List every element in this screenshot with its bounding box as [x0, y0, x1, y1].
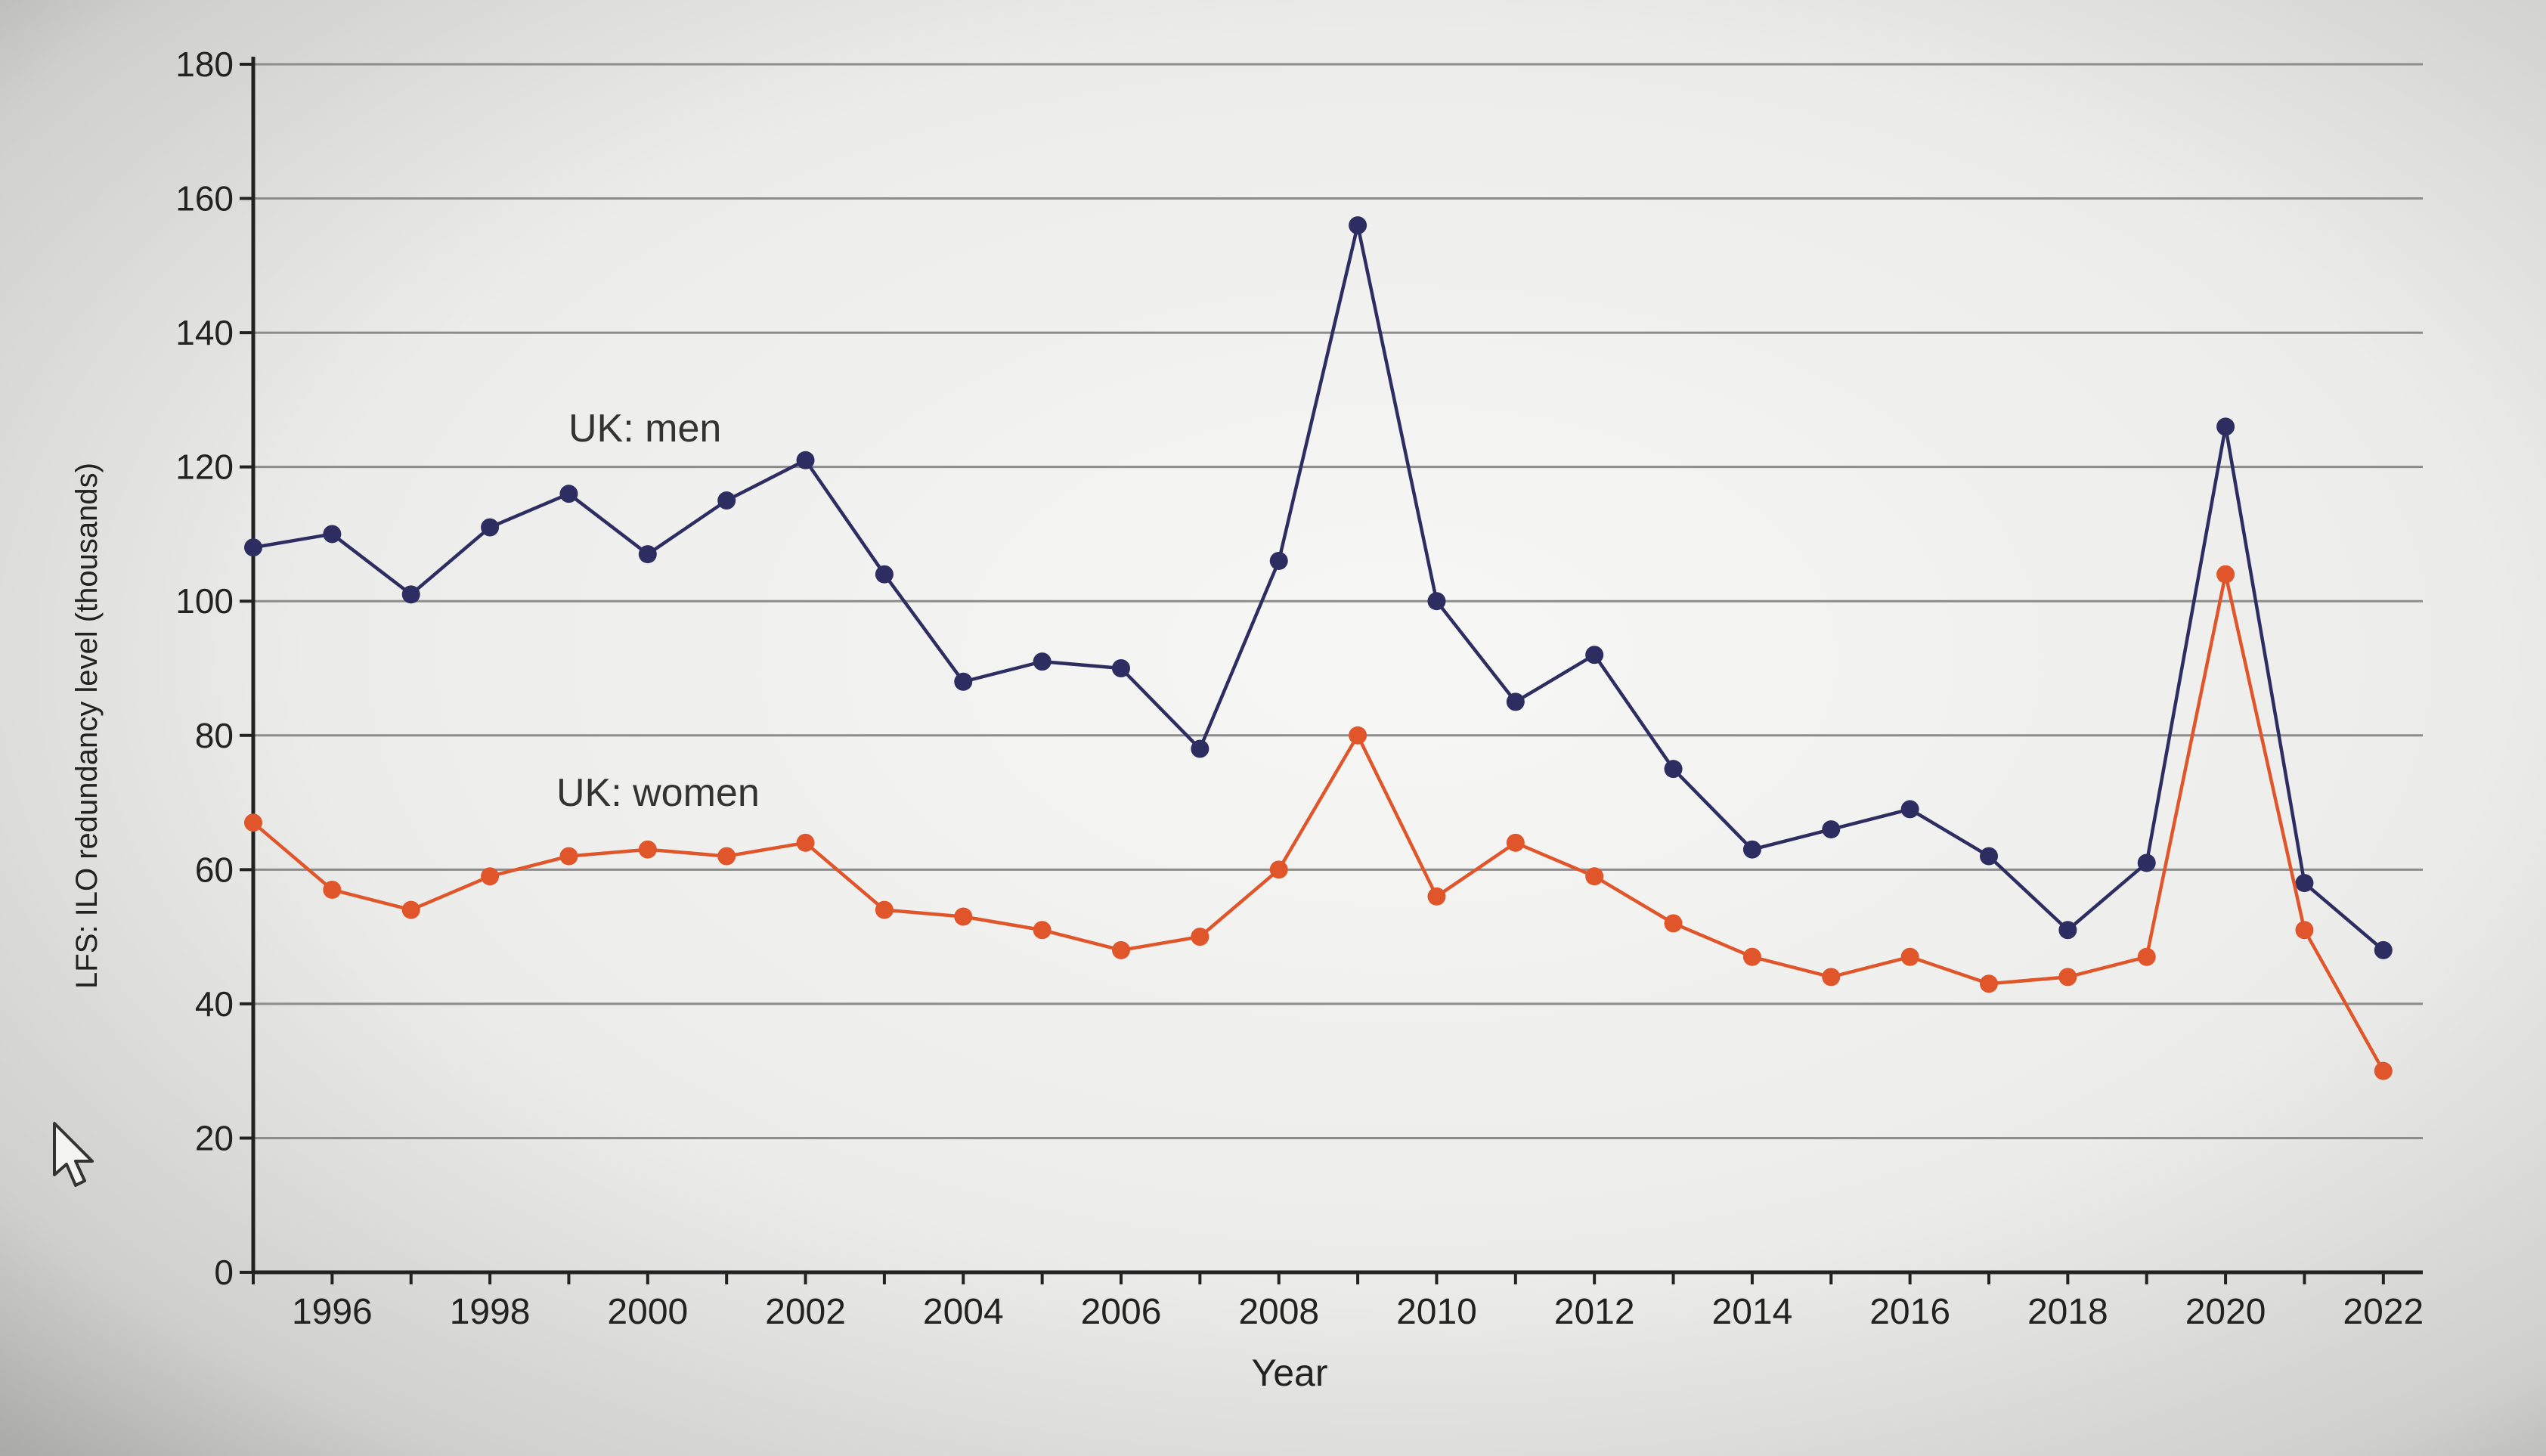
data-point-uk-women-2018 — [2058, 968, 2077, 987]
data-point-uk-women-2015 — [1822, 968, 1841, 987]
data-point-uk-women-2008 — [1269, 860, 1288, 879]
data-point-uk-women-1997 — [401, 900, 420, 919]
data-point-uk-women-1996 — [323, 880, 342, 899]
data-point-uk-women-2007 — [1191, 928, 1210, 946]
data-point-uk-men-2006 — [1112, 659, 1130, 677]
axes — [251, 57, 2423, 1275]
data-point-uk-women-2004 — [954, 907, 973, 926]
data-point-uk-men-1997 — [401, 585, 420, 604]
data-point-uk-women-1999 — [559, 847, 578, 866]
data-point-uk-men-2013 — [1664, 760, 1683, 779]
x-tick-label-1996: 1996 — [292, 1292, 373, 1332]
gridlines — [253, 63, 2423, 1139]
y-tick-label-0: 0 — [214, 1253, 234, 1292]
data-point-uk-men-1998 — [481, 518, 500, 537]
series-line-uk-women — [252, 572, 2385, 1072]
data-point-uk-men-2018 — [2058, 921, 2077, 940]
data-point-uk-men-2002 — [796, 451, 815, 469]
y-axis-ticks: 0 20 40 60 80 100 120 140 160 180 — [175, 45, 253, 1292]
data-point-uk-women-2002 — [796, 833, 815, 852]
series-group — [244, 216, 2393, 1080]
data-point-uk-women-2006 — [1112, 940, 1130, 959]
data-point-uk-women-2003 — [875, 900, 894, 919]
data-point-uk-women-2012 — [1585, 867, 1604, 886]
data-point-uk-men-1999 — [559, 485, 578, 503]
data-point-uk-women-2016 — [1900, 947, 1919, 966]
data-point-uk-men-2000 — [638, 545, 657, 564]
y-tick-label-100: 100 — [175, 581, 234, 621]
data-point-uk-women-2001 — [717, 847, 736, 866]
data-point-uk-men-2001 — [717, 491, 736, 510]
data-point-uk-men-2019 — [2137, 853, 2156, 872]
x-tick-label-2010: 2010 — [1396, 1292, 1477, 1332]
y-tick-label-140: 140 — [175, 313, 234, 352]
mouse-cursor-icon — [53, 1122, 94, 1187]
data-point-uk-men-2022 — [2374, 940, 2393, 959]
data-point-uk-men-2011 — [1506, 692, 1525, 711]
x-tick-label-2008: 2008 — [1238, 1292, 1319, 1332]
series-label-women: UK: women — [556, 771, 760, 815]
y-tick-label-180: 180 — [175, 45, 234, 84]
data-point-uk-women-2009 — [1349, 726, 1367, 745]
data-point-uk-men-2020 — [2216, 417, 2235, 436]
x-tick-label-2012: 2012 — [1554, 1292, 1635, 1332]
data-point-uk-women-1998 — [481, 867, 500, 886]
y-tick-label-120: 120 — [175, 448, 234, 487]
data-point-uk-women-2020 — [2216, 565, 2235, 584]
data-point-uk-men-2008 — [1269, 551, 1288, 570]
data-point-uk-men-2015 — [1822, 820, 1841, 839]
data-point-uk-men-2016 — [1900, 800, 1919, 819]
data-point-uk-men-2021 — [2295, 874, 2314, 893]
data-point-uk-men-2005 — [1033, 652, 1052, 671]
data-point-uk-women-2005 — [1033, 921, 1052, 940]
data-point-uk-men-2014 — [1742, 840, 1761, 859]
data-point-uk-men-2007 — [1191, 739, 1210, 758]
x-tick-label-1998: 1998 — [450, 1292, 531, 1332]
x-axis-ticks: 1996 1998 2000 2002 2004 2006 2008 2010 2012 2014… — [252, 1272, 2424, 1332]
series-label-men: UK: men — [568, 407, 721, 451]
x-tick-label-2022: 2022 — [2343, 1292, 2424, 1332]
y-tick-label-160: 160 — [175, 179, 234, 218]
y-tick-label-60: 60 — [195, 850, 234, 889]
y-tick-label-80: 80 — [195, 716, 234, 755]
data-point-uk-men-2009 — [1349, 216, 1367, 235]
data-point-uk-women-2022 — [2374, 1061, 2393, 1080]
data-point-uk-men-2012 — [1585, 646, 1604, 664]
data-point-uk-men-2004 — [954, 672, 973, 691]
y-axis-label: LFS: ILO redundancy level (thousands) — [70, 463, 104, 989]
data-point-uk-men-1996 — [323, 525, 342, 544]
x-tick-label-2006: 2006 — [1081, 1292, 1162, 1332]
x-tick-label-2016: 2016 — [1869, 1292, 1950, 1332]
data-point-uk-women-2019 — [2137, 947, 2156, 966]
data-point-uk-women-2010 — [1427, 887, 1446, 906]
y-tick-label-40: 40 — [195, 984, 234, 1024]
y-tick-label-20: 20 — [195, 1118, 234, 1157]
data-point-uk-women-1995 — [244, 813, 262, 832]
data-point-uk-women-2011 — [1506, 833, 1525, 852]
x-tick-label-2020: 2020 — [2185, 1292, 2266, 1332]
data-point-uk-women-2021 — [2295, 921, 2314, 940]
data-point-uk-men-2017 — [1980, 847, 1998, 866]
data-point-uk-women-2013 — [1664, 914, 1683, 933]
data-point-uk-men-1995 — [244, 538, 262, 557]
data-point-uk-men-2003 — [875, 565, 894, 584]
x-tick-label-2004: 2004 — [923, 1292, 1004, 1332]
x-tick-label-2018: 2018 — [2027, 1292, 2108, 1332]
x-tick-label-2000: 2000 — [607, 1292, 688, 1332]
data-point-uk-women-2017 — [1980, 974, 1998, 993]
data-point-uk-women-2000 — [638, 840, 657, 859]
data-point-uk-men-2010 — [1427, 592, 1446, 611]
x-axis-label: Year — [1251, 1352, 1327, 1394]
x-tick-label-2002: 2002 — [765, 1292, 846, 1332]
x-tick-label-2014: 2014 — [1712, 1292, 1793, 1332]
data-point-uk-women-2014 — [1742, 947, 1761, 966]
series-line-uk-men — [252, 223, 2385, 952]
